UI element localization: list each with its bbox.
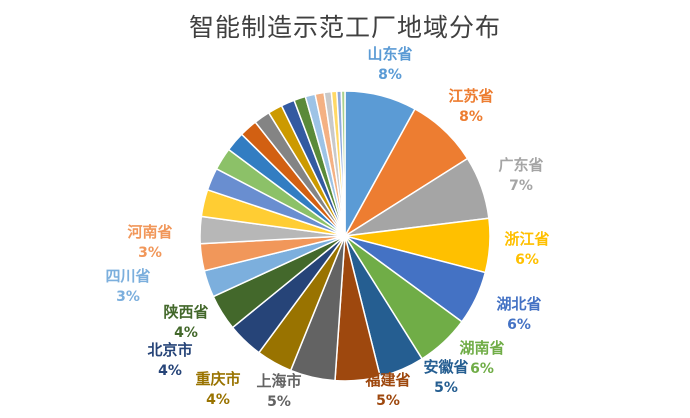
slice-label-percent: 6% xyxy=(515,252,539,268)
slice-label-percent: 6% xyxy=(507,317,531,333)
slice-label-percent: 7% xyxy=(509,178,533,194)
slice-label-percent: 6% xyxy=(470,361,494,377)
slice-label-name: 湖北省 xyxy=(496,295,542,313)
slice-label-9: 上海市 5% xyxy=(256,371,301,413)
slice-label-percent: 8% xyxy=(459,109,483,125)
pie-slice-30 xyxy=(340,90,346,237)
slice-label-14: 河南省 3% xyxy=(127,222,172,264)
pie-slices xyxy=(199,90,491,382)
slice-label-percent: 4% xyxy=(158,363,182,379)
slice-label-name: 福建省 xyxy=(365,371,411,389)
slice-label-name: 上海市 xyxy=(256,372,302,390)
slice-label-name: 山东省 xyxy=(367,45,413,63)
slice-label-7: 安徽省 5% xyxy=(423,357,468,399)
slice-label-2: 江苏省 8% xyxy=(448,86,493,128)
slice-label-percent: 3% xyxy=(138,245,162,261)
slice-label-11: 北京市 4% xyxy=(147,340,192,382)
slice-label-10: 重庆市 4% xyxy=(195,369,240,411)
slice-label-12: 陕西省 4% xyxy=(163,302,208,344)
slice-label-name: 江苏省 xyxy=(448,87,494,105)
slice-label-name: 河南省 xyxy=(127,223,173,241)
slice-label-percent: 5% xyxy=(267,394,291,410)
slice-label-name: 陕西省 xyxy=(163,303,209,321)
slice-label-percent: 8% xyxy=(378,67,402,83)
slice-label-percent: 5% xyxy=(434,380,458,396)
slice-label-5: 湖北省 6% xyxy=(496,294,541,336)
slice-label-percent: 4% xyxy=(174,325,198,341)
slice-label-8: 福建省 5% xyxy=(365,370,410,412)
slice-label-name: 四川省 xyxy=(105,267,151,285)
slice-label-percent: 4% xyxy=(206,392,230,408)
slice-label-name: 浙江省 xyxy=(504,230,550,248)
slice-label-percent: 5% xyxy=(376,393,400,409)
slice-label-4: 浙江省 6% xyxy=(504,229,549,271)
slice-label-name: 湖南省 xyxy=(459,339,505,357)
slice-label-6: 湖南省 6% xyxy=(459,338,504,380)
slice-label-percent: 3% xyxy=(116,289,140,305)
slice-label-1: 山东省 8% xyxy=(367,44,412,86)
slice-label-3: 广东省 7% xyxy=(498,155,543,197)
slice-label-name: 广东省 xyxy=(498,156,544,174)
chart-title: 智能制造示范工厂地域分布 xyxy=(188,13,501,42)
slice-label-name: 北京市 xyxy=(147,341,193,359)
slice-label-name: 重庆市 xyxy=(195,370,241,388)
slice-label-13: 四川省 3% xyxy=(105,266,150,308)
slice-label-name: 安徽省 xyxy=(423,358,469,376)
